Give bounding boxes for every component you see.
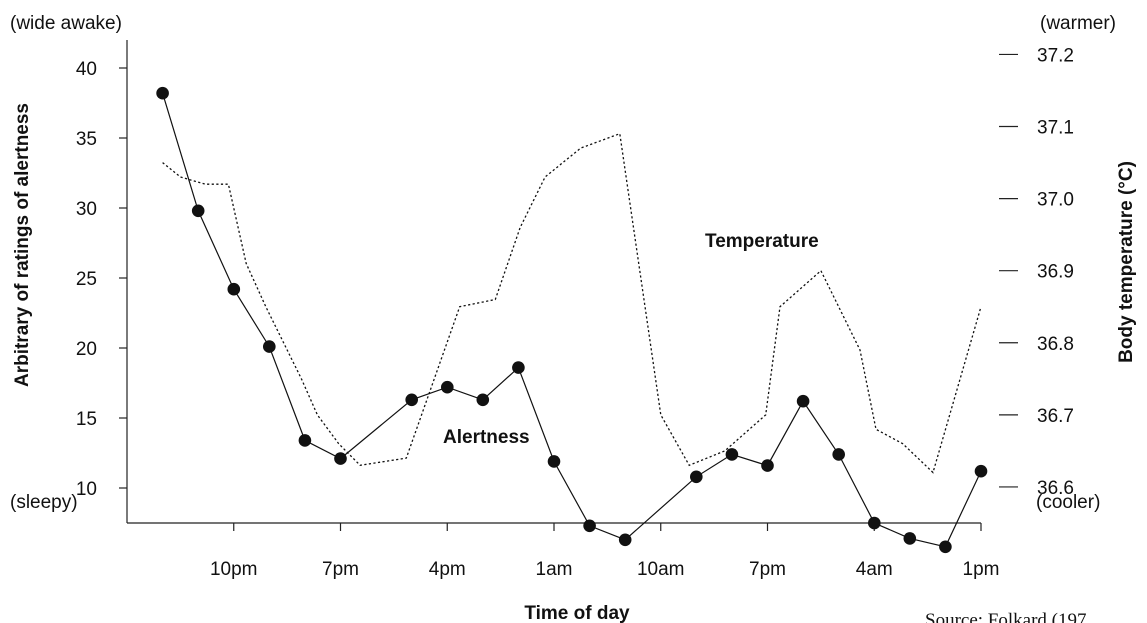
alertness-point xyxy=(512,361,525,374)
alertness-point xyxy=(583,519,596,533)
alertness-point xyxy=(334,452,347,465)
left-tick-label: 10 xyxy=(76,479,97,500)
left-tick-label: 40 xyxy=(76,59,97,80)
left-axis-ticks: 10 15 20 25 30 35 40 xyxy=(76,59,127,500)
alertness-point xyxy=(939,540,952,554)
alertness-point xyxy=(298,434,312,447)
temperature-series-label: Temperature xyxy=(705,231,819,252)
right-bottom-note: (cooler) xyxy=(1036,492,1100,513)
alertness-point xyxy=(227,282,241,296)
alertness-point xyxy=(156,86,169,100)
y-axis-right-title: Body temperature (°C) xyxy=(1116,161,1137,363)
x-tick-label: 7pm xyxy=(322,559,359,580)
left-tick-label: 15 xyxy=(76,409,97,430)
alertness-point xyxy=(441,380,454,394)
x-tick-label: 1am xyxy=(536,559,573,580)
right-tick-label: 36.6 xyxy=(1037,478,1074,499)
right-tick-label: 37.1 xyxy=(1037,118,1074,139)
alertness-point xyxy=(903,532,917,545)
source-note: Source: Folkard (197 xyxy=(925,610,1086,623)
x-tick-label: 10am xyxy=(637,559,685,580)
alertness-point xyxy=(547,455,561,468)
alertness-point xyxy=(974,464,988,478)
alertness-points xyxy=(156,86,988,554)
right-tick-label: 37.0 xyxy=(1037,190,1074,211)
left-tick-label: 20 xyxy=(76,339,97,360)
alertness-point xyxy=(761,459,774,472)
right-tick-label: 36.7 xyxy=(1037,406,1074,427)
alertness-point xyxy=(690,470,703,484)
alertness-series-line xyxy=(162,93,982,548)
left-tick-label: 35 xyxy=(76,129,97,150)
alertness-point xyxy=(796,394,810,408)
x-axis-title: Time of day xyxy=(524,603,630,623)
x-tick-label: 7pm xyxy=(749,559,786,580)
x-axis-ticks: 10pm 7pm 4pm 1am 10am 7pm 4am 1pm xyxy=(210,523,1000,580)
x-tick-label: 10pm xyxy=(210,559,258,580)
alertness-series-label: Alertness xyxy=(443,427,530,448)
left-tick-label: 30 xyxy=(76,199,97,220)
alertness-point xyxy=(191,204,205,218)
x-tick-label: 4am xyxy=(856,559,893,580)
right-tick-label: 36.8 xyxy=(1037,334,1074,355)
left-top-note: (wide awake) xyxy=(10,13,122,34)
alertness-point xyxy=(868,516,881,530)
alertness-point xyxy=(405,393,419,407)
alertness-point xyxy=(725,448,739,461)
right-tick-label: 36.9 xyxy=(1037,262,1074,283)
y-axis-left-title: Arbitrary of ratings of alertness xyxy=(12,103,33,387)
right-top-note: (warmer) xyxy=(1040,13,1116,34)
left-tick-label: 25 xyxy=(76,269,97,290)
left-bottom-note: (sleepy) xyxy=(10,492,78,513)
right-tick-label: 37.2 xyxy=(1037,45,1074,66)
alertness-point xyxy=(618,533,632,547)
alertness-point xyxy=(476,393,490,407)
temperature-series-line xyxy=(162,132,982,474)
x-tick-label: 1pm xyxy=(963,559,1000,580)
x-tick-label: 4pm xyxy=(429,559,466,580)
alertness-point xyxy=(832,448,845,461)
alertness-point xyxy=(263,340,276,353)
right-axis-ticks: 36.6 36.7 36.8 36.9 37.0 37.1 37.2 xyxy=(999,45,1074,499)
